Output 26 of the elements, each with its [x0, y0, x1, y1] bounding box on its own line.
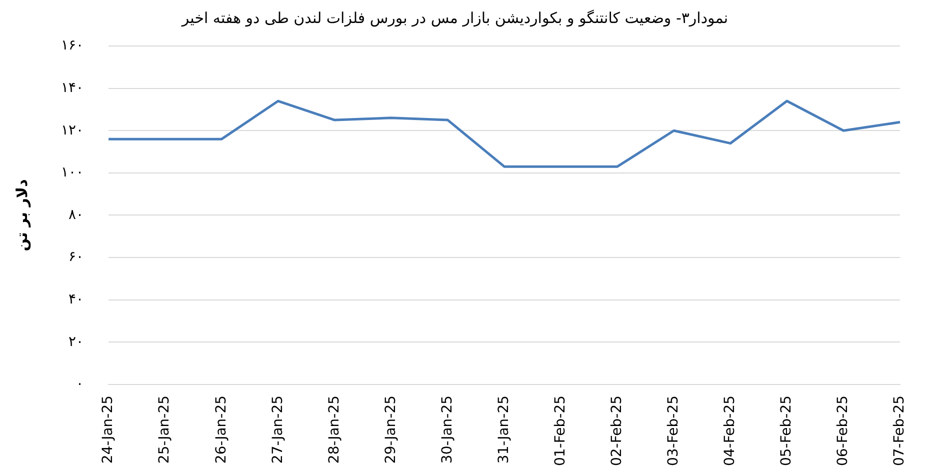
y-tick-label: ۶۰ — [68, 249, 84, 266]
x-tick-label: 02-Feb-25 — [608, 395, 625, 466]
x-tick-label: 01-Feb-25 — [552, 395, 568, 466]
y-tick-label: ۱۲۰ — [60, 122, 84, 138]
y-tick-label: ۰ — [76, 376, 84, 392]
y-tick-label: ۱۴۰ — [60, 80, 84, 96]
y-axis-title: دلار بر تن — [12, 178, 31, 252]
x-tick-label: 24-Jan-25 — [100, 395, 116, 464]
y-tick-label: ۱۶۰ — [60, 38, 84, 54]
y-tick-label: ۲۰ — [68, 334, 84, 350]
x-tick-label: 04-Feb-25 — [722, 395, 738, 466]
x-tick-label: 29-Jan-25 — [382, 395, 399, 464]
x-tick-label: 26-Jan-25 — [213, 395, 230, 464]
x-tick-label: 05-Feb-25 — [778, 395, 795, 466]
y-tick-label: ۴۰ — [68, 292, 84, 308]
x-tick-label: 27-Jan-25 — [270, 395, 286, 464]
x-tick-label: 28-Jan-25 — [326, 395, 342, 464]
chart-title: نمودار۳- وضعیت کانتنگو و بکواردیشن بازار مس در بورس فلزات لندن طی دو هفته اخیر — [180, 8, 728, 27]
y-tick-label: ۸۰ — [68, 206, 84, 223]
x-tick-label: 25-Jan-25 — [156, 395, 173, 464]
x-tick-label: 30-Jan-25 — [439, 395, 456, 464]
x-tick-label: 07-Feb-25 — [892, 395, 908, 466]
x-tick-label: 31-Jan-25 — [496, 395, 512, 464]
x-tick-label: 03-Feb-25 — [666, 395, 682, 466]
x-tick-label: 06-Feb-25 — [835, 395, 852, 466]
y-tick-label: ۱۰۰ — [60, 164, 84, 181]
